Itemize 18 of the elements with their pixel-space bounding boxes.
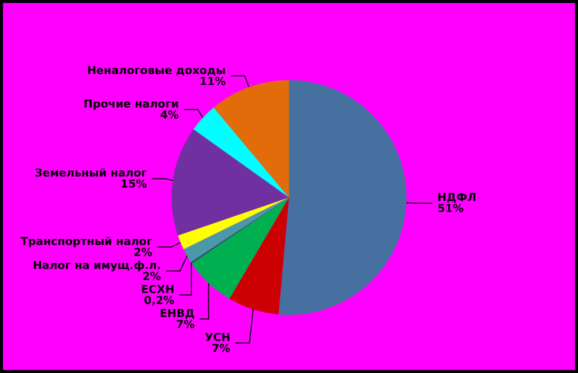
data-label: 51% xyxy=(437,202,464,216)
data-label: 2% xyxy=(134,246,152,260)
slice-label: УСН xyxy=(204,331,230,344)
data-label: 7% xyxy=(176,318,195,332)
data-label: 11% xyxy=(199,74,226,88)
data-label: 2% xyxy=(142,270,162,284)
data-label: 4% xyxy=(160,108,179,122)
slice-label: ЕСХН xyxy=(141,283,174,296)
slice-label: Транспортный налог xyxy=(20,235,153,248)
data-label: 15% xyxy=(120,178,147,191)
slice-label: ЕНВД xyxy=(160,307,195,320)
slice-label: Неналоговые доходы xyxy=(87,64,226,77)
slice-label: Прочие налоги xyxy=(84,98,179,111)
slice-label: НДФЛ xyxy=(437,191,476,204)
slice-label: Земельный налог xyxy=(34,166,148,180)
slice-label: Налог на имущ.ф.л. xyxy=(32,259,162,272)
data-label: 7% xyxy=(212,342,230,356)
data-label: 0,2% xyxy=(144,294,174,308)
